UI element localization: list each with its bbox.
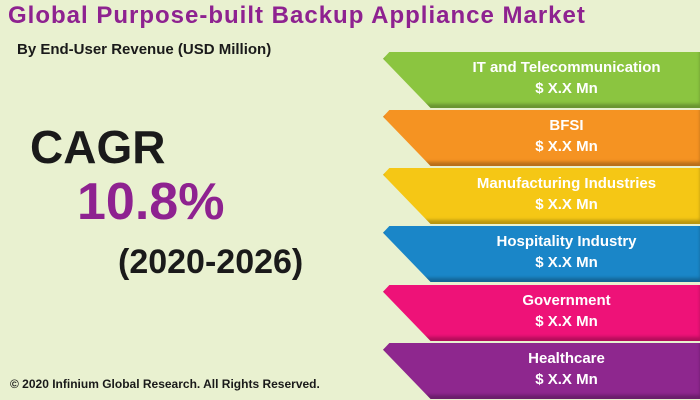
copyright: © 2020 Infinium Global Research. All Rig… [10, 377, 320, 391]
segment-healthcare: Healthcare $ X.X Mn [383, 343, 700, 399]
cagr-period: (2020-2026) [118, 243, 304, 281]
cagr-value: 10.8% [77, 173, 225, 231]
segment-name: Manufacturing Industries [476, 175, 657, 192]
segment-hospitality: Hospitality Industry $ X.X Mn [383, 226, 700, 282]
segment-value: $ X.X Mn [535, 80, 598, 97]
segment-government: Government $ X.X Mn [383, 285, 700, 341]
segment-manufacturing: Manufacturing Industries $ X.X Mn [383, 168, 700, 224]
segment-it-telecom: IT and Telecommunication $ X.X Mn [383, 52, 700, 108]
segment-name: BFSI [549, 117, 584, 134]
cagr-label: CAGR [30, 121, 166, 173]
segment-name: IT and Telecommunication [472, 59, 661, 76]
segment-value: $ X.X Mn [535, 371, 598, 388]
segment-value: $ X.X Mn [535, 254, 598, 271]
segment-value: $ X.X Mn [535, 313, 598, 330]
page-title: Global Purpose-built Backup Appliance Ma… [8, 2, 586, 29]
subtitle: By End-User Revenue (USD Million) [17, 41, 272, 58]
segment-bfsi: BFSI $ X.X Mn [383, 110, 700, 166]
segment-name: Healthcare [528, 350, 605, 367]
segment-value: $ X.X Mn [535, 196, 598, 213]
segment-name: Hospitality Industry [496, 233, 637, 250]
segment-name: Government [522, 292, 611, 309]
segment-value: $ X.X Mn [535, 138, 598, 155]
